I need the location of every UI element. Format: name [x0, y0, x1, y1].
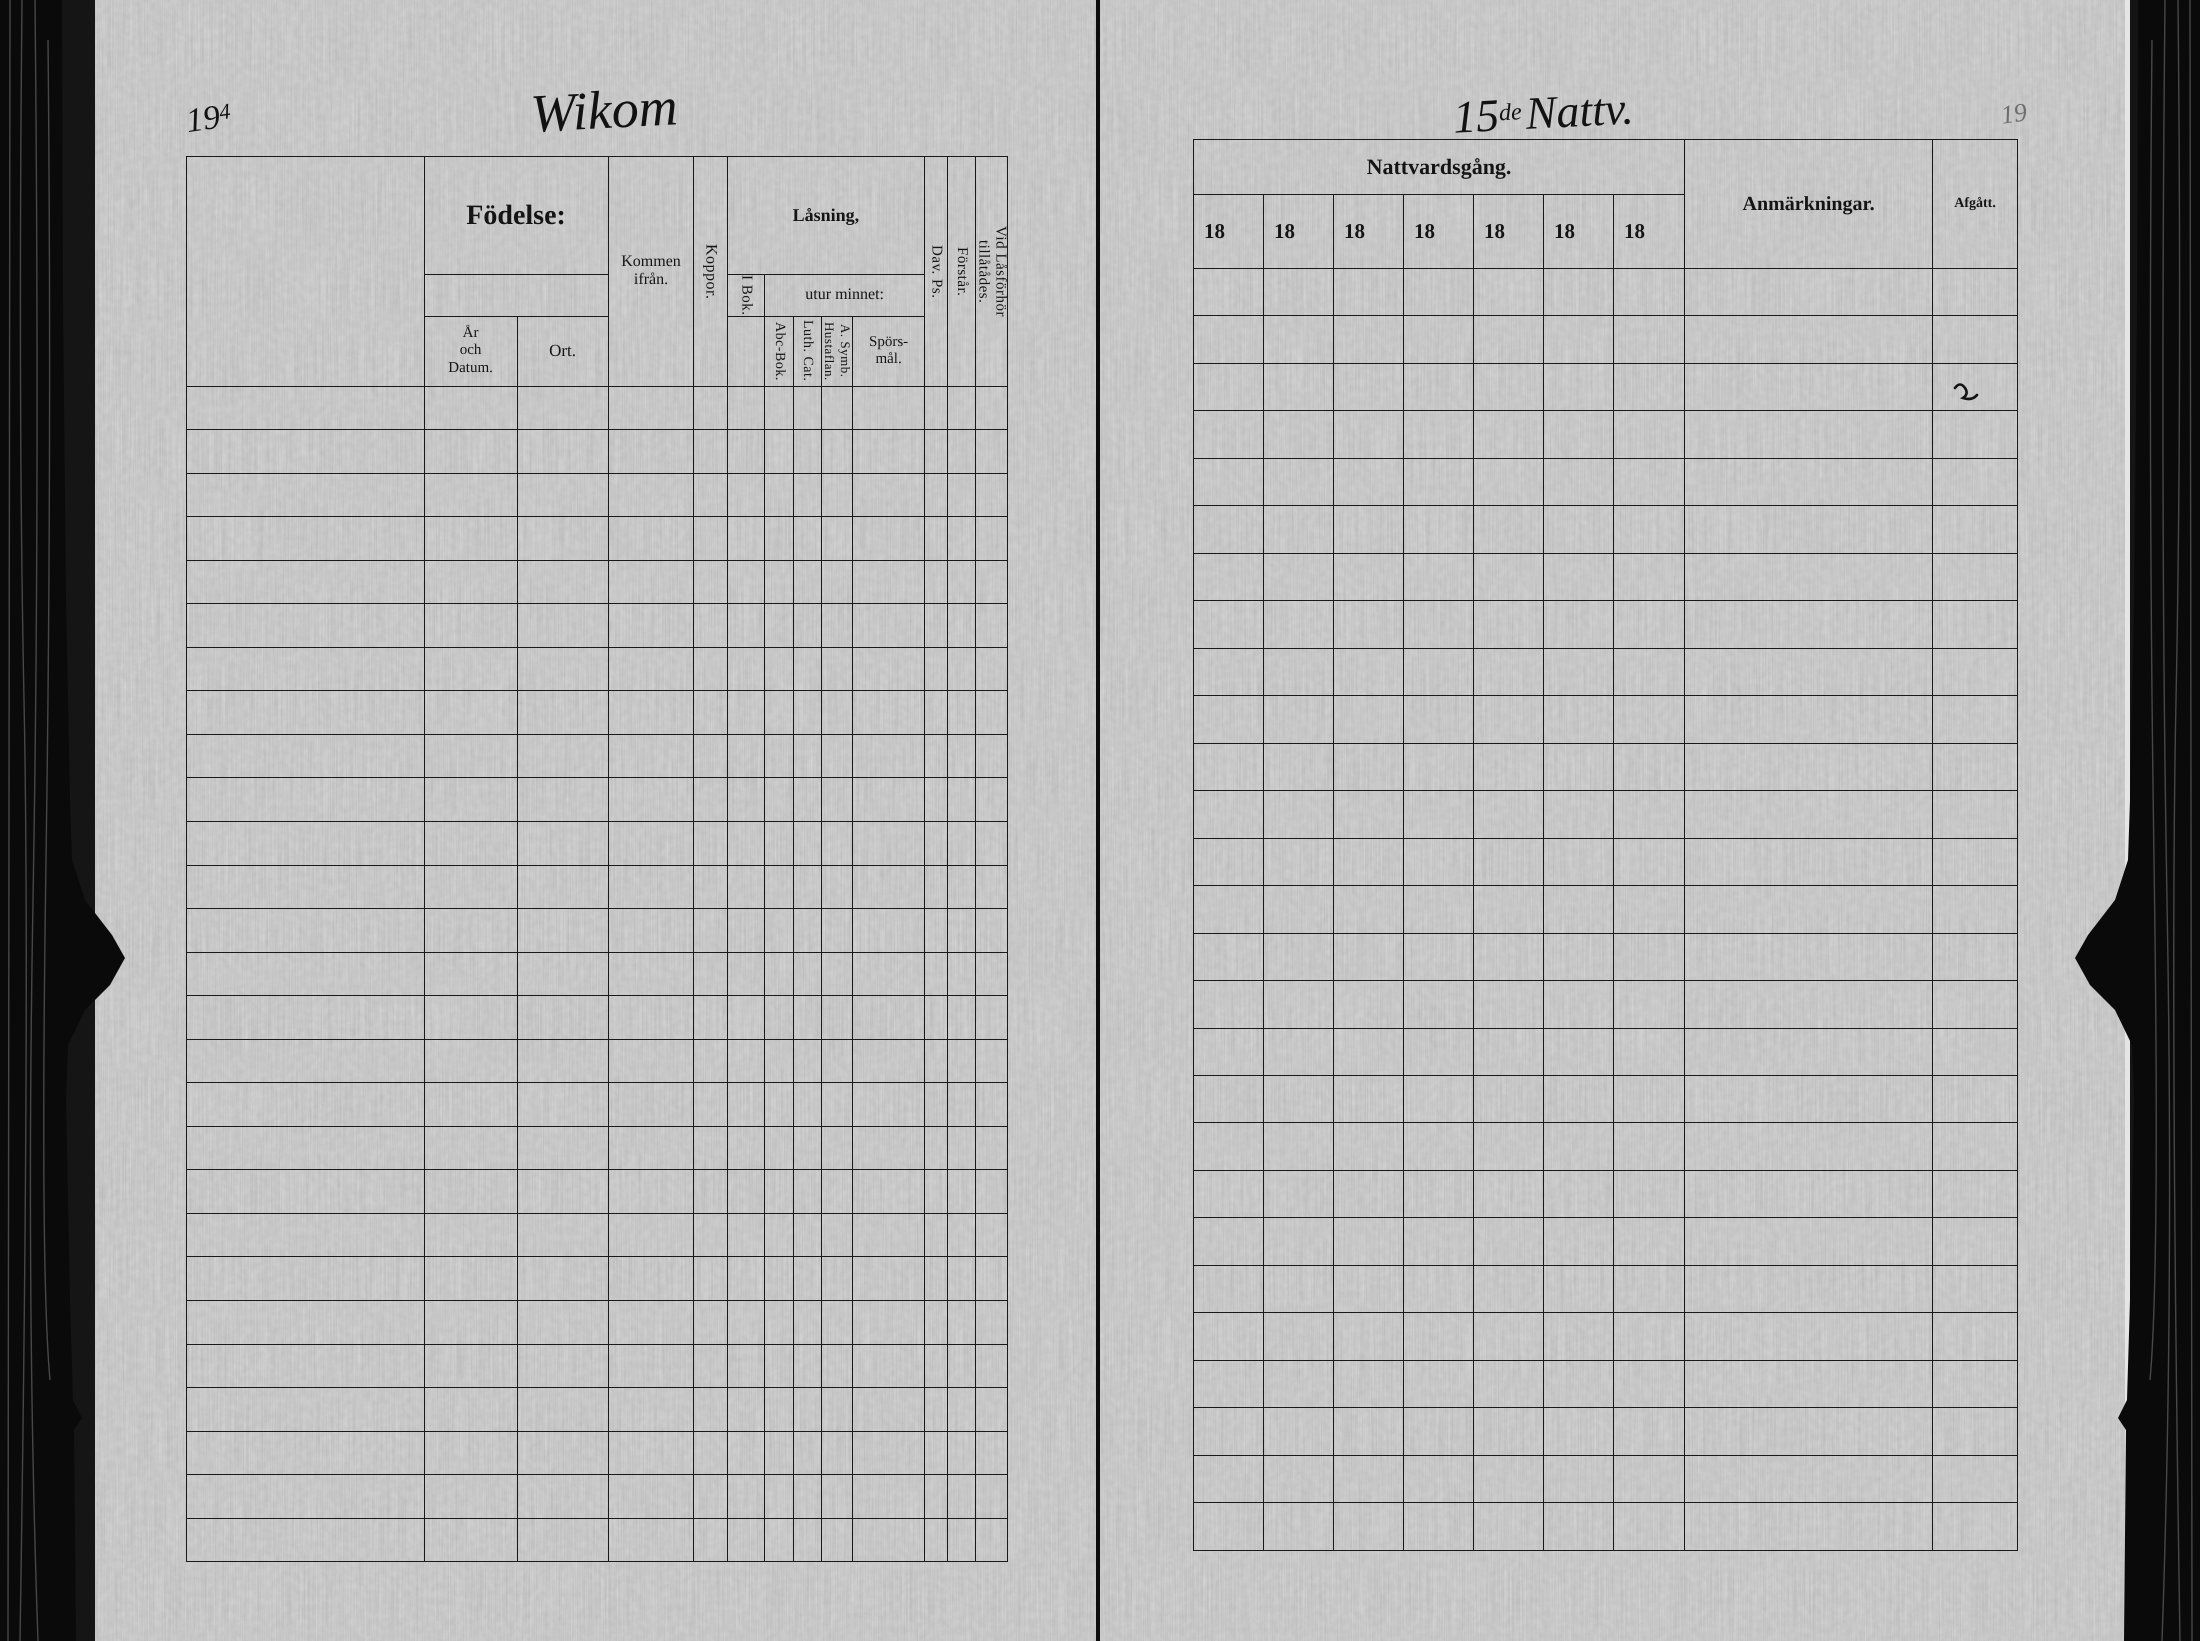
svg-text:15deNattv.: 15deNattv.: [1452, 82, 1635, 142]
svg-text:19: 19: [1999, 97, 2029, 129]
svg-text:Wikom: Wikom: [529, 76, 679, 144]
